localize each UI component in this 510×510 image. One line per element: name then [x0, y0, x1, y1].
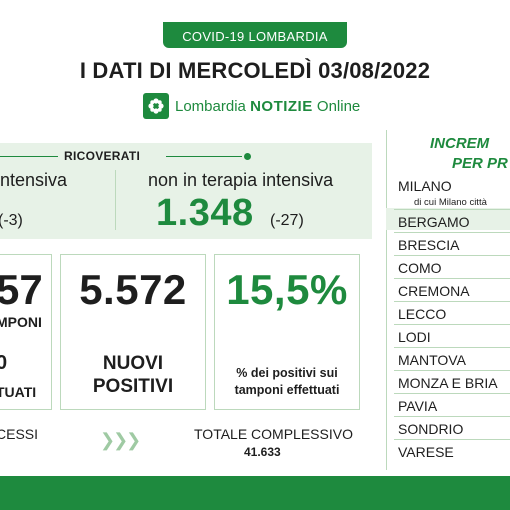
non-intensiva-value: 1.348: [156, 192, 254, 234]
tamponi-card: [0, 254, 52, 410]
page-title: I DATI DI MERCOLEDÌ 03/08/2022: [79, 58, 431, 83]
divider: [394, 301, 510, 302]
province-title: INCREM PER PR: [430, 134, 508, 174]
percentuale-label: % dei positivi sui tamponi effettuati: [214, 365, 360, 399]
covid-badge: COVID-19 LOMBARDIA: [163, 26, 347, 48]
divider: [394, 232, 510, 233]
percentuale-card: [214, 254, 360, 410]
ricoverati-section: [0, 143, 372, 239]
non-intensiva-label: non in terapia intensiva: [148, 170, 334, 190]
nuovi-positivi-card: [60, 254, 206, 410]
footer-bar: [0, 476, 510, 510]
province-pavia: PAVIA: [398, 398, 438, 414]
province-milano: MILANO: [398, 178, 452, 194]
province-lodi: LODI: [398, 329, 431, 345]
tamponi-label: MPONI: [0, 314, 42, 330]
nuovi-positivi-value: 5.572: [79, 266, 187, 313]
decessi-label: CESSI: [0, 426, 39, 442]
brand-logo: Lombardia NOTIZIE Online: [143, 93, 360, 119]
province-bergamo: BERGAMO: [398, 214, 470, 230]
tamponi-label-2: TUATI: [0, 384, 37, 400]
divider: [394, 393, 510, 394]
totale-value: 41.633: [244, 445, 281, 459]
brand-lombardia: Lombardia: [175, 97, 246, 115]
chevrons-right-icon: ❯❯❯: [100, 430, 141, 450]
ricoverati-label: RICOVERATI: [64, 149, 141, 163]
brand-online: Online: [316, 97, 361, 115]
brand-notizie: NOTIZIE: [250, 97, 313, 115]
percentuale-value: 15,5%: [226, 266, 348, 313]
province-shade: [386, 208, 510, 230]
divider: [394, 209, 510, 210]
header-strip: [163, 22, 347, 28]
province-monza-brianza: MONZA E BRIA: [398, 375, 498, 391]
tamponi-value: 57: [0, 266, 43, 313]
divider: [394, 370, 510, 371]
province-sondrio: SONDRIO: [398, 421, 464, 437]
province-lecco: LECCO: [398, 306, 447, 322]
divider: [394, 255, 510, 256]
province-varese: VARESE: [398, 444, 454, 460]
province-cremona: CREMONA: [398, 283, 470, 299]
divider: [394, 278, 510, 279]
totale-label: TOTALE COMPLESSIVO: [194, 426, 353, 442]
province-title-line2: PER PR: [452, 155, 508, 172]
nuovi-positivi-label: NUOVI POSITIVI: [60, 352, 206, 398]
milano-citta-label: di cui Milano città: [414, 197, 487, 208]
divider: [394, 347, 510, 348]
divider: [115, 170, 116, 230]
province-mantova: MANTOVA: [398, 352, 466, 368]
terapia-intensiva-delta: (-3): [0, 212, 23, 229]
percentuale-line1: % dei positivi sui: [236, 366, 338, 380]
lombardia-rose-icon: [143, 93, 169, 119]
divider: [166, 156, 242, 157]
divider: [0, 156, 58, 157]
nuovi-positivi-line2: POSITIVI: [92, 376, 174, 397]
non-intensiva-delta: (-27): [270, 212, 304, 229]
province-brescia: BRESCIA: [398, 237, 460, 253]
dot-icon: [244, 153, 251, 160]
province-panel: [386, 130, 510, 470]
divider: [394, 416, 510, 417]
province-como: COMO: [398, 260, 442, 276]
divider: [394, 324, 510, 325]
tamponi-value-2: 0: [0, 352, 8, 374]
nuovi-positivi-line1: NUOVI: [102, 353, 164, 374]
brand-text: Lombardia NOTIZIE Online: [175, 98, 360, 115]
province-title-line1: INCREM: [430, 135, 490, 152]
percentuale-line2: tamponi effettuati: [234, 383, 340, 397]
divider: [394, 439, 510, 440]
terapia-intensiva-label: intensiva: [0, 170, 68, 190]
